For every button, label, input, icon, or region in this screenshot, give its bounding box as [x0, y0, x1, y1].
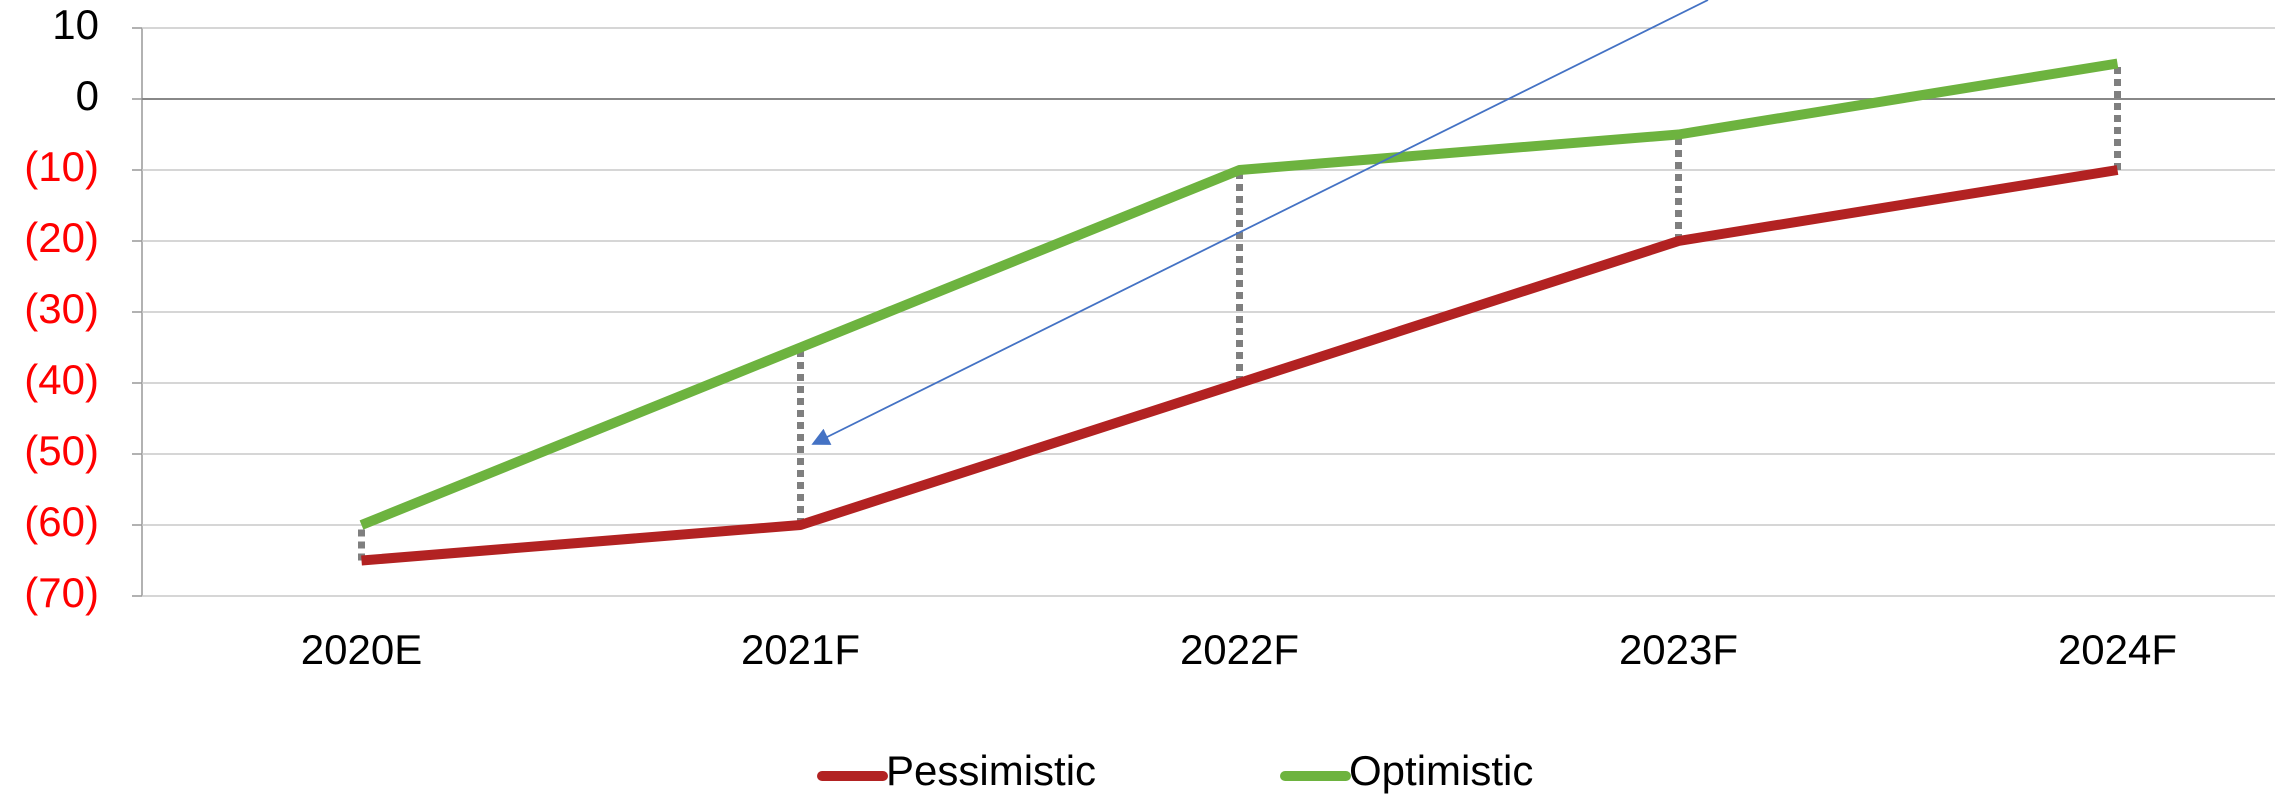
y-tick-label: (70) [24, 569, 99, 616]
annotation-arrow [811, 0, 1709, 445]
legend-label: Optimistic [1349, 747, 1533, 794]
x-tick-label: 2023F [1619, 626, 1738, 673]
y-tick-label: 10 [52, 1, 99, 48]
y-tick-label: (60) [24, 498, 99, 545]
legend-label: Pessimistic [886, 747, 1096, 794]
x-tick-label: 2022F [1180, 626, 1299, 673]
y-tick-label: (10) [24, 143, 99, 190]
y-tick-label: (20) [24, 214, 99, 261]
drop-lines [358, 63, 2121, 561]
series-line [359, 58, 2119, 530]
y-tick-label: 0 [76, 72, 99, 119]
x-tick-label: 2024F [2058, 626, 2177, 673]
y-tick-label: (30) [24, 285, 99, 332]
x-tick-label: 2020E [301, 626, 422, 673]
series-lines [359, 58, 2119, 566]
y-tick-label: (50) [24, 427, 99, 474]
labels: (70) (60) (50) (40) (30) (20) (10) 0 10 2020E 2021… [24, 1, 2177, 794]
grid [132, 27, 2275, 597]
y-tick-label: (40) [24, 356, 99, 403]
series-line [361, 165, 2119, 566]
x-tick-label: 2021F [741, 626, 860, 673]
